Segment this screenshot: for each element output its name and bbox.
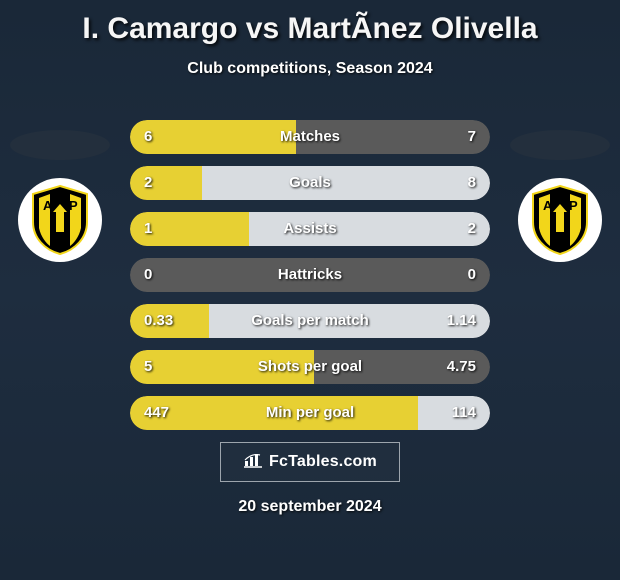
svg-text:P: P	[69, 198, 78, 213]
stat-row: 12Assists	[130, 212, 490, 246]
comparison-title: I. Camargo vs MartÃ­nez Olivella	[0, 0, 620, 46]
stat-row: 54.75Shots per goal	[130, 350, 490, 384]
shield-icon: A P	[529, 184, 591, 256]
right-ellipse-shape	[510, 130, 610, 160]
player1-name: I. Camargo	[82, 12, 237, 45]
stat-label: Goals per match	[130, 304, 490, 338]
left-ellipse-shape	[10, 130, 110, 160]
stat-label: Assists	[130, 212, 490, 246]
stat-row: 447114Min per goal	[130, 396, 490, 430]
shield-icon: A P	[29, 184, 91, 256]
club-badge-left: A P	[18, 178, 102, 262]
chart-icon	[243, 452, 263, 473]
site-logo-box: FcTables.com	[220, 442, 400, 482]
svg-text:A: A	[543, 198, 553, 213]
stat-label: Matches	[130, 120, 490, 154]
stats-container: 67Matches 28Goals 12Assists 00Hattricks 0.33…	[130, 120, 490, 442]
stat-label: Hattricks	[130, 258, 490, 292]
comparison-subtitle: Club competitions, Season 2024	[0, 60, 620, 78]
stat-label: Shots per goal	[130, 350, 490, 384]
svg-text:A: A	[43, 198, 53, 213]
stat-row: 00Hattricks	[130, 258, 490, 292]
stat-label: Goals	[130, 166, 490, 200]
player2-name: MartÃ­nez Olivella	[288, 12, 538, 45]
stat-row: 67Matches	[130, 120, 490, 154]
stat-row: 0.331.14Goals per match	[130, 304, 490, 338]
site-logo-text: FcTables.com	[269, 453, 377, 471]
svg-text:P: P	[569, 198, 578, 213]
vs-text: vs	[246, 12, 279, 45]
club-badge-right: A P	[518, 178, 602, 262]
stat-label: Min per goal	[130, 396, 490, 430]
stat-row: 28Goals	[130, 166, 490, 200]
generation-date: 20 september 2024	[0, 498, 620, 516]
